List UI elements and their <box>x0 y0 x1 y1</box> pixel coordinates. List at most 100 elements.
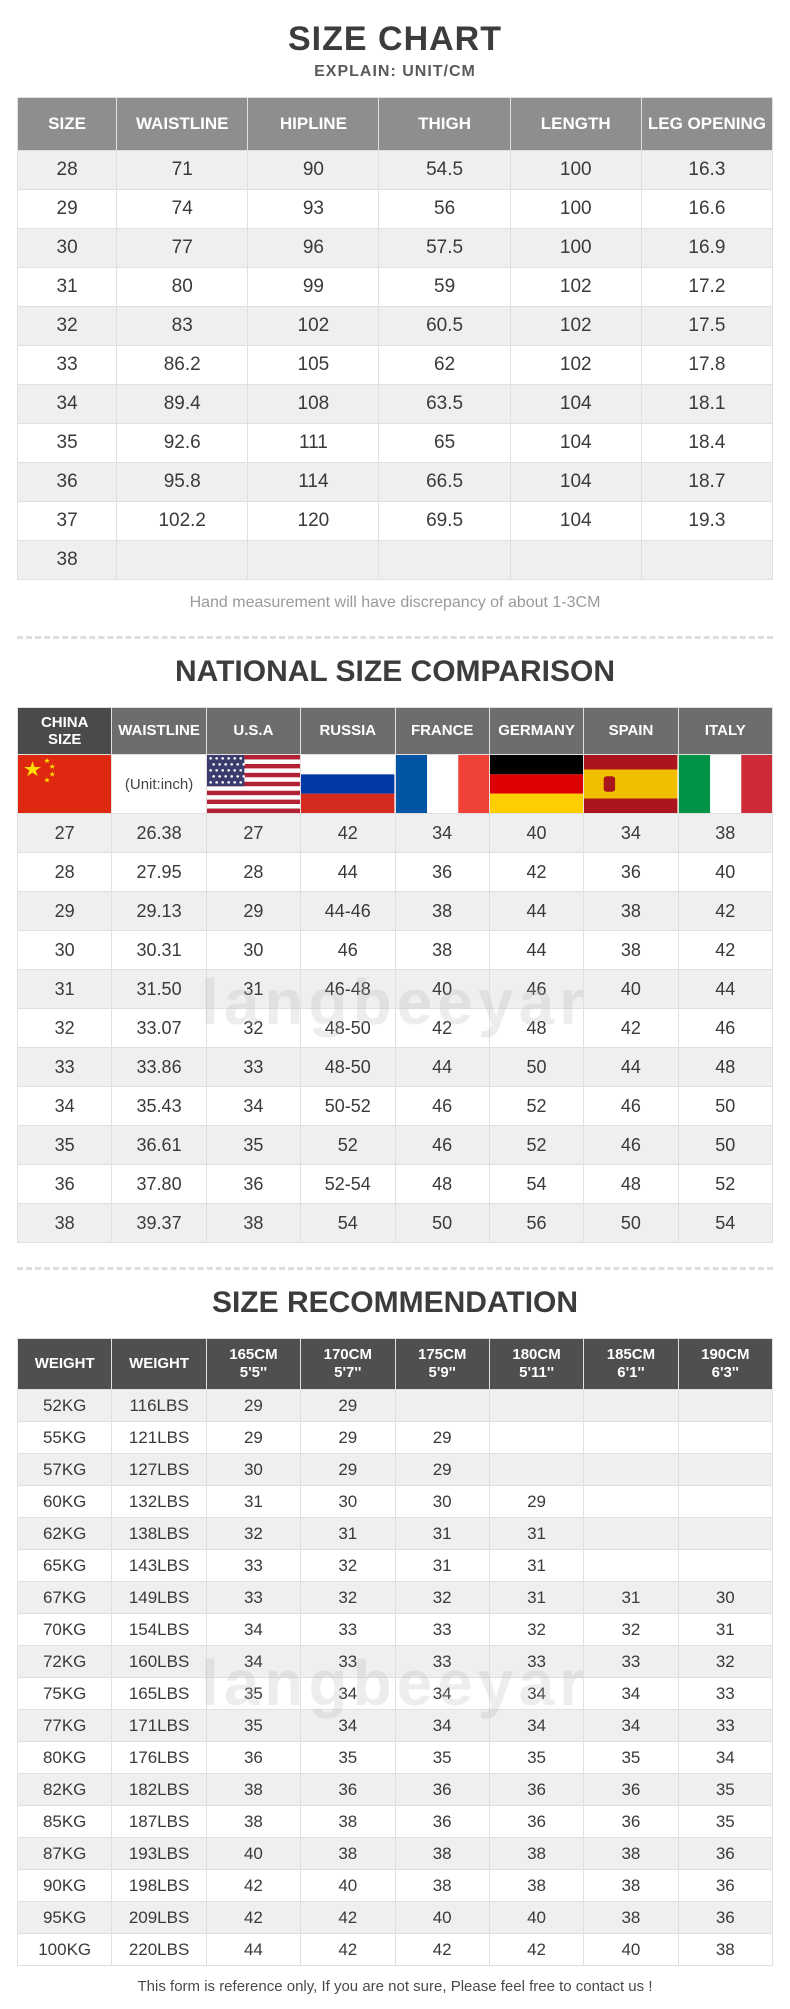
table-cell: 31 <box>16 267 118 307</box>
size-recommendation-table: WEIGHT WEIGHT 165CM 5'5'' 170CM 5'7'' 175CM … <box>16 1338 774 1966</box>
table-cell: 40 <box>205 1837 302 1870</box>
table-cell: 32 <box>394 1581 490 1614</box>
table-cell <box>677 1421 774 1454</box>
table-cell: 36 <box>394 1773 490 1806</box>
china-flag-icon <box>16 754 113 814</box>
table-cell: 33 <box>205 1549 302 1582</box>
table-cell: 54 <box>300 1203 396 1243</box>
column-header: CHINA SIZE <box>16 707 113 755</box>
table-row: 34 89.4 108 63.5 104 18.1 <box>16 384 774 424</box>
table-cell: 100 <box>509 150 642 190</box>
table-cell: 31 <box>300 1517 396 1550</box>
table-cell: 38 <box>300 1837 396 1870</box>
table-cell <box>488 1453 585 1486</box>
table-cell: 52 <box>300 1125 396 1165</box>
table-cell: 48 <box>394 1164 490 1204</box>
table-cell: 37.80 <box>111 1164 207 1204</box>
table-cell: 83 <box>116 306 249 346</box>
table-cell: 63.5 <box>378 384 511 424</box>
table-cell: 54 <box>488 1164 585 1204</box>
size-recommendation-title: SIZE RECOMMENDATION <box>211 1286 579 1319</box>
table-cell: 105 <box>247 345 380 385</box>
table-cell: 56 <box>488 1203 585 1243</box>
table-row: 65KG 143LBS 33 32 31 31 <box>16 1549 774 1582</box>
table-cell: 93 <box>247 189 380 229</box>
table-cell: 187LBS <box>111 1805 207 1838</box>
table-cell: 31 <box>205 1485 302 1518</box>
table-cell: 30 <box>394 1485 490 1518</box>
table-cell: 42 <box>300 813 396 853</box>
table-cell: 36 <box>394 1805 490 1838</box>
table-cell: 34 <box>205 1613 302 1646</box>
table-cell: 75KG <box>16 1677 113 1710</box>
table-cell: 34 <box>16 1086 113 1126</box>
table-cell: 38 <box>394 1837 490 1870</box>
table-cell: 65 <box>378 423 511 463</box>
table-cell <box>583 1421 679 1454</box>
usa-flag-icon <box>205 754 302 814</box>
table-cell: 33 <box>205 1581 302 1614</box>
table-row: 29 29.13 29 44-46 38 44 38 42 <box>16 891 774 931</box>
table-cell: 36 <box>16 1164 113 1204</box>
table-cell: 33 <box>394 1613 490 1646</box>
table-cell: 33 <box>300 1613 396 1646</box>
table-cell: 198LBS <box>111 1869 207 1902</box>
table-cell: 44 <box>677 969 774 1009</box>
table-row: 29 74 93 56 100 16.6 <box>16 189 774 229</box>
table-cell: 46-48 <box>300 969 396 1009</box>
table-cell: 37 <box>16 501 118 541</box>
table-cell <box>677 1549 774 1582</box>
table-cell: 50 <box>488 1047 585 1087</box>
table-row: 28 71 90 54.5 100 16.3 <box>16 150 774 190</box>
table-cell: 35 <box>205 1125 302 1165</box>
table-cell: 66.5 <box>378 462 511 502</box>
table-cell: 42 <box>488 852 585 892</box>
table-cell: 48-50 <box>300 1047 396 1087</box>
table-cell: 38 <box>488 1837 585 1870</box>
table-cell: 35.43 <box>111 1086 207 1126</box>
column-header: 175CM 5'9'' <box>394 1338 490 1390</box>
table-cell: 44 <box>583 1047 679 1087</box>
table-cell: 27.95 <box>111 852 207 892</box>
table-cell: 67KG <box>16 1581 113 1614</box>
column-header: 180CM 5'11'' <box>488 1338 585 1390</box>
table-cell: 42 <box>205 1901 302 1934</box>
table-cell: 36 <box>16 462 118 502</box>
table-cell: 108 <box>247 384 380 424</box>
table-cell: 36 <box>205 1741 302 1774</box>
table-cell: 30.31 <box>111 930 207 970</box>
russia-flag-icon <box>300 754 396 814</box>
table-cell: 34 <box>583 1677 679 1710</box>
table-cell: 54 <box>677 1203 774 1243</box>
table-cell <box>583 1453 679 1486</box>
table-row: 100KG 220LBS 44 42 42 42 40 38 <box>16 1933 774 1966</box>
table-row: 30 77 96 57.5 100 16.9 <box>16 228 774 268</box>
table-cell: 36 <box>583 852 679 892</box>
table-cell <box>677 1453 774 1486</box>
table-cell: 100KG <box>16 1933 113 1966</box>
size-chart-table: SIZE WAISTLINE HIPLINE THIGH LENGTH LEG OPENI… <box>16 97 774 580</box>
table-cell <box>677 1485 774 1518</box>
table-cell: 36 <box>488 1805 585 1838</box>
table-cell: 32 <box>300 1549 396 1582</box>
table-cell: 65KG <box>16 1549 113 1582</box>
table-cell: 32 <box>16 306 118 346</box>
table-row: 60KG 132LBS 31 30 30 29 <box>16 1485 774 1518</box>
table-row: 36 95.8 114 66.5 104 18.7 <box>16 462 774 502</box>
table-cell: 29.13 <box>111 891 207 931</box>
national-comparison-title: NATIONAL SIZE COMPARISON <box>174 655 615 688</box>
table-cell: 29 <box>394 1453 490 1486</box>
table-cell: 44 <box>488 891 585 931</box>
table-row: 85KG 187LBS 38 38 36 36 36 35 <box>16 1805 774 1838</box>
table-cell: 31 <box>677 1613 774 1646</box>
table-cell: 33 <box>16 1047 113 1087</box>
table-cell: 62 <box>378 345 511 385</box>
table-cell: 29 <box>300 1453 396 1486</box>
column-header: HIPLINE <box>247 97 380 151</box>
table-cell: 182LBS <box>111 1773 207 1806</box>
table-cell: 29 <box>205 891 302 931</box>
column-header: FRANCE <box>394 707 490 755</box>
table-cell: 42 <box>677 930 774 970</box>
table-cell: 30 <box>205 1453 302 1486</box>
table-cell: 95.8 <box>116 462 249 502</box>
